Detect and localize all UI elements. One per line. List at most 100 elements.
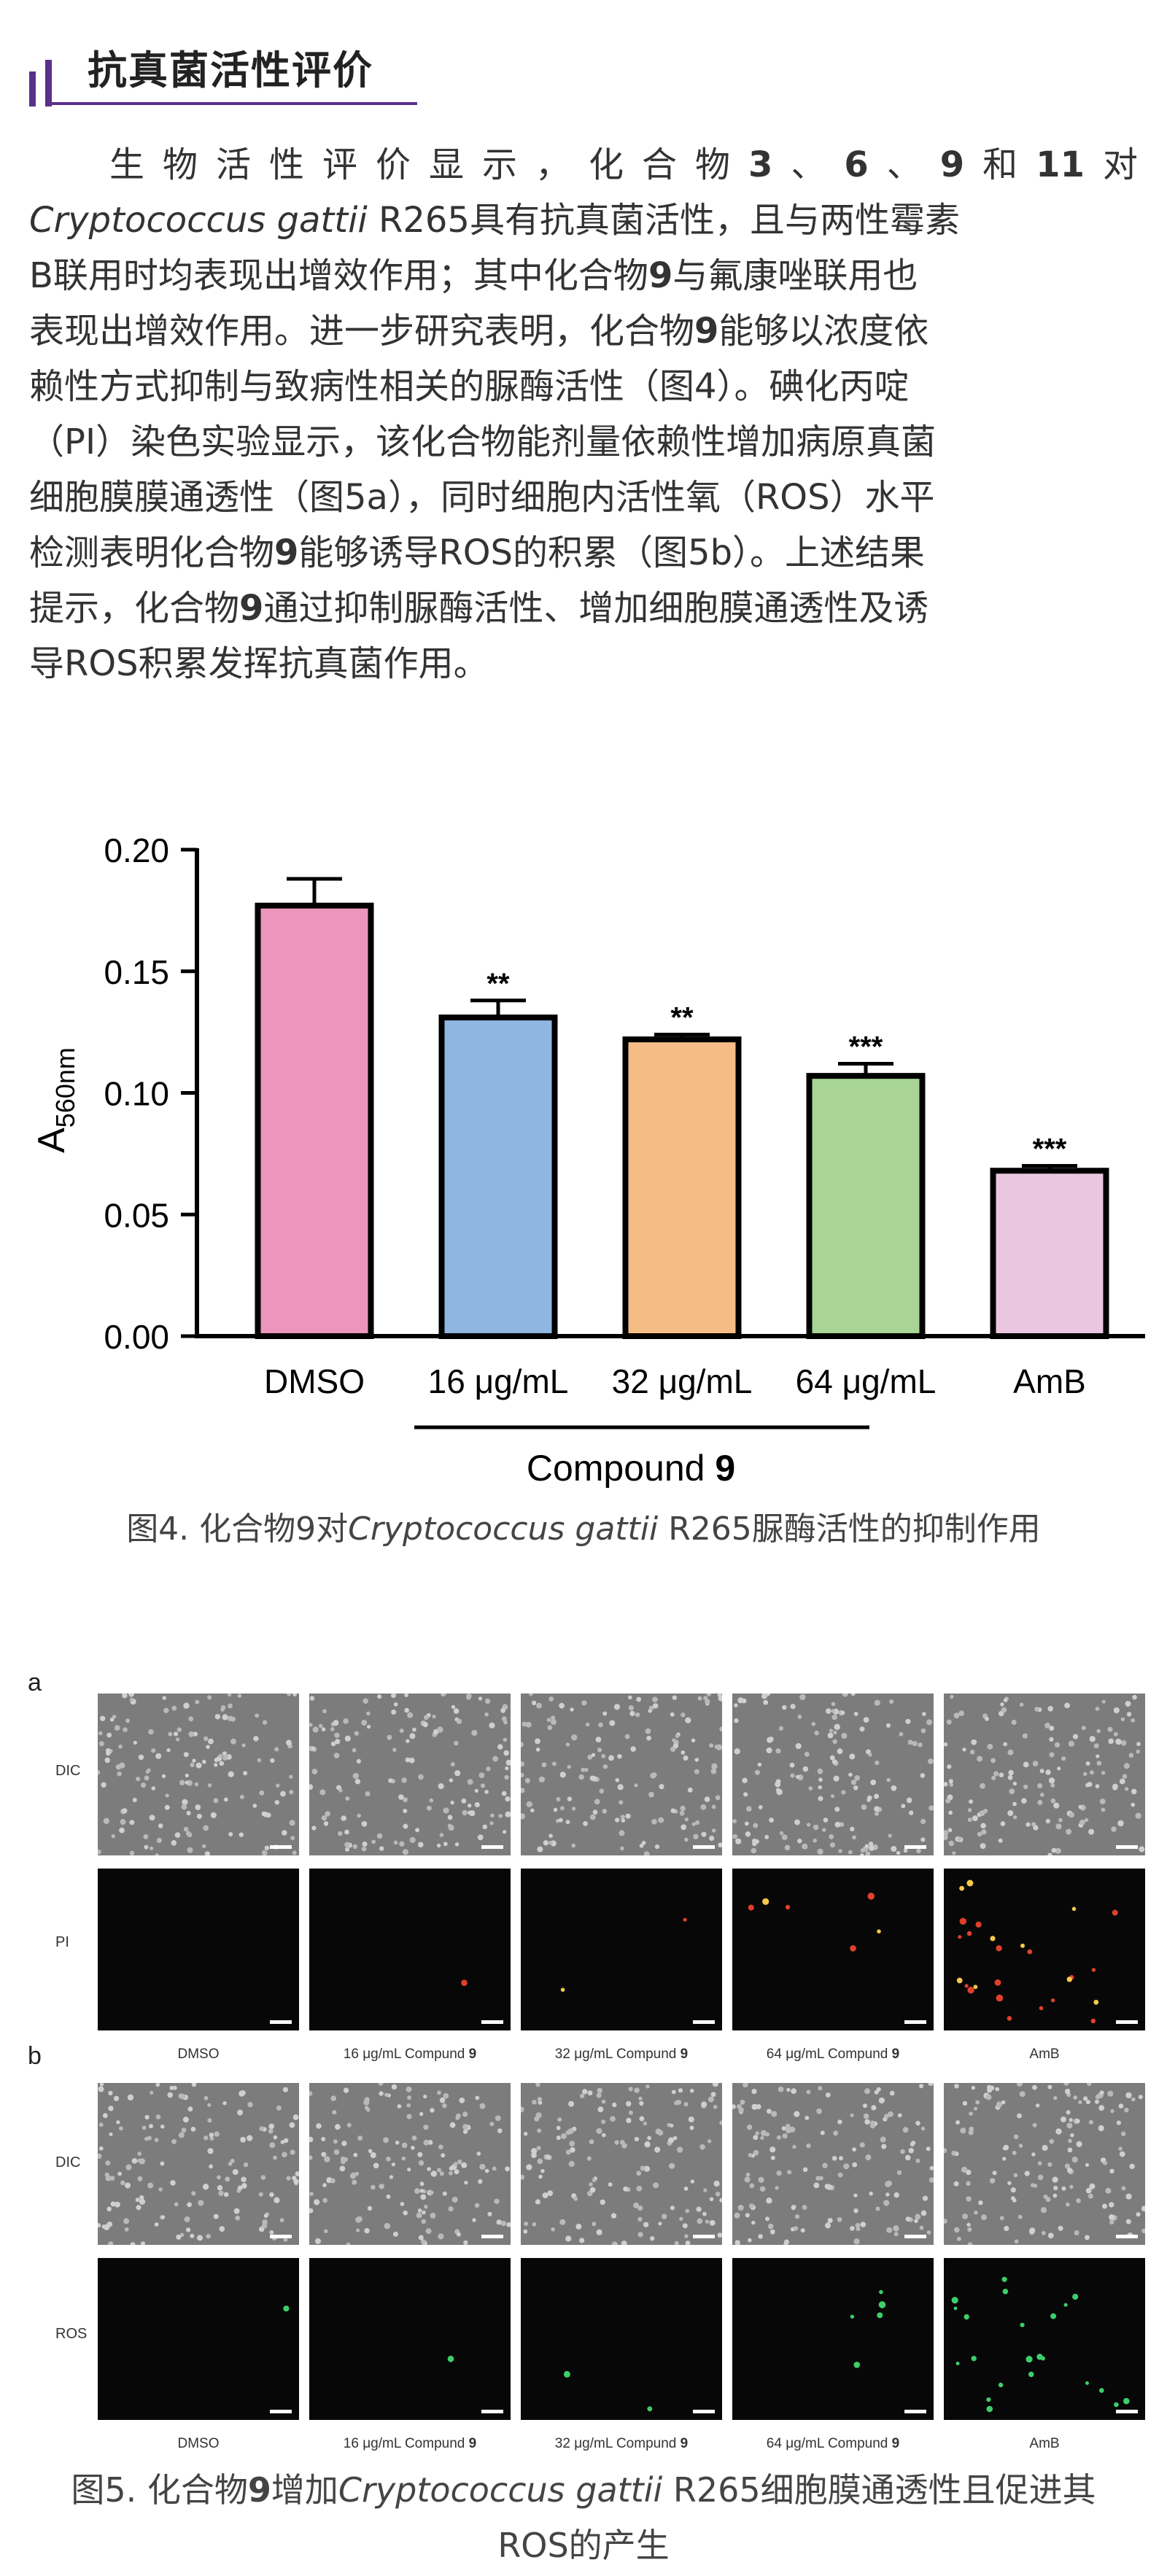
significance-label: ***	[1033, 1133, 1067, 1165]
scale-bar	[481, 1845, 503, 1849]
bar	[622, 1036, 742, 1339]
ros-image	[98, 2258, 299, 2420]
ros-image	[521, 2258, 722, 2420]
column-label-a: 64 μg/mL Compund 9	[766, 2047, 900, 2062]
panel-b-letter: b	[28, 2042, 42, 2070]
bar	[438, 1015, 558, 1339]
chart-labels: 0.00 0.05 0.10 0.15 0.20 A560nm DMSO ** 16 μg/mL…	[31, 831, 1086, 1488]
dic-image-b	[309, 2083, 511, 2245]
figure-5-caption-line-2: ROS的产生	[497, 2526, 670, 2565]
body-line-6: （PI）染色实验显示，该化合物能剂量依赖性增加病原真菌	[29, 422, 937, 462]
scale-bar	[693, 2235, 715, 2238]
significance-label: ***	[849, 1031, 883, 1063]
scale-bar	[904, 2235, 926, 2238]
y-tick-label: 0.05	[104, 1196, 169, 1234]
body-line-3: B联用时均表现出增效作用；其中化合物9与氟康唑联用也	[29, 255, 918, 296]
row-label-dic-a: DIC	[55, 1763, 81, 1779]
scale-bar	[1116, 2020, 1138, 2024]
pi-image	[309, 1869, 511, 2030]
dic-image-a	[309, 1694, 511, 1855]
x-category-label: 32 μg/mL	[612, 1362, 753, 1400]
column-label-b: DMSO	[177, 2436, 220, 2451]
column-label-b: 16 μg/mL Compund 9	[343, 2436, 477, 2451]
scale-bar	[481, 2410, 503, 2413]
body-line-7: 细胞膜膜通透性（图5a），同时细胞内活性氧（ROS）水平	[29, 477, 935, 518]
dic-image-b	[732, 2083, 934, 2245]
scale-bar	[904, 2410, 926, 2413]
dic-image-a	[732, 1694, 934, 1855]
column-label-b: 32 μg/mL Compund 9	[554, 2436, 689, 2451]
figure-4-caption: 图4. 化合物9对Cryptococcus gattii R265脲酶活性的抑制…	[126, 1510, 1041, 1548]
y-tick-label: 0.15	[104, 953, 169, 991]
scale-bar	[270, 2020, 292, 2024]
pi-image	[944, 1869, 1145, 2030]
scale-bar	[481, 2235, 503, 2238]
column-label-a: AmB	[1029, 2047, 1060, 2062]
dic-image-a	[944, 1694, 1145, 1855]
bar	[255, 902, 374, 1339]
ros-image	[944, 2258, 1145, 2420]
x-category-label: 64 μg/mL	[796, 1362, 937, 1400]
column-label-a: 16 μg/mL Compund 9	[343, 2047, 477, 2062]
body-line-9: 提示，化合物9通过抑制脲酶活性、增加细胞膜通透性及诱	[29, 588, 929, 629]
ros-image	[309, 2258, 511, 2420]
dic-image-a	[98, 1694, 299, 1855]
scale-bar	[693, 2410, 715, 2413]
scale-bar	[904, 2020, 926, 2024]
body-line-10: 导ROS积累发挥抗真菌作用。	[29, 643, 489, 684]
pi-image	[521, 1869, 722, 2030]
dic-image-b	[944, 2083, 1145, 2245]
pi-image	[98, 1869, 299, 2030]
bar	[990, 1168, 1109, 1339]
header-accent-bar-tall	[45, 60, 52, 106]
group-label: Compound 9	[527, 1448, 735, 1488]
panel-a-letter: a	[28, 1669, 42, 1696]
body-line-2: Cryptococcus gattii R265具有抗真菌活性，且与两性霉素	[29, 200, 960, 241]
y-axis-label: A560nm	[31, 1047, 80, 1153]
dic-image-b	[521, 2083, 722, 2245]
x-category-label: 16 μg/mL	[428, 1362, 569, 1400]
dic-image-b	[98, 2083, 299, 2245]
header-accent-bar	[29, 71, 36, 106]
chart-bars	[255, 877, 1109, 1339]
row-label-dic-b: DIC	[55, 2154, 81, 2170]
scale-bar	[904, 1845, 926, 1849]
body-line-1: 生物活性评价显示，化合物3、6、9和11对	[109, 144, 1138, 185]
significance-label: **	[486, 968, 510, 1000]
body-line-4: 表现出增效作用。进一步研究表明，化合物9能够以浓度依	[29, 311, 929, 352]
bar	[806, 1073, 926, 1339]
ros-image	[732, 2258, 934, 2420]
column-label-a: 32 μg/mL Compund 9	[554, 2047, 689, 2062]
figure-5-caption-line-1: 图5. 化合物9增加Cryptococcus gattii R265细胞膜通透性…	[71, 2470, 1096, 2510]
x-category-label: DMSO	[264, 1362, 365, 1400]
scale-bar	[693, 1845, 715, 1849]
y-tick-label: 0.20	[104, 831, 169, 869]
column-label-b: 64 μg/mL Compund 9	[766, 2436, 900, 2451]
column-label-a: DMSO	[177, 2047, 220, 2062]
column-label-b: AmB	[1029, 2436, 1060, 2451]
species-name: Cryptococcus gattii	[29, 200, 368, 241]
row-label-pi: PI	[55, 1934, 69, 1950]
scale-bar	[270, 1845, 292, 1849]
pi-image	[732, 1869, 934, 2030]
figure-5-caption: 图5. 化合物9增加Cryptococcus gattii R265细胞膜通透性…	[0, 2462, 1167, 2573]
scale-bar	[270, 2235, 292, 2238]
section-title: 抗真菌活性评价	[88, 47, 373, 93]
scale-bar	[693, 2020, 715, 2024]
y-tick-label: 0.10	[104, 1075, 169, 1113]
y-tick-label: 0.00	[104, 1318, 169, 1356]
body-paragraph: 生物活性评价显示，化合物3、6、9和11对 Cryptococcus gatti…	[29, 137, 1138, 691]
scale-bar	[481, 2020, 503, 2024]
dic-image-a	[521, 1694, 722, 1855]
scale-bar	[1116, 1845, 1138, 1849]
x-category-label: AmB	[1013, 1362, 1086, 1400]
header-underline	[45, 102, 417, 105]
body-line-5: 赖性方式抑制与致病性相关的脲酶活性（图4）。碘化丙啶	[29, 366, 910, 407]
urease-activity-bar-chart: 0.00 0.05 0.10 0.15 0.20 A560nm DMSO ** 16 μg/mL…	[31, 831, 1145, 1488]
scale-bar	[270, 2410, 292, 2413]
scale-bar	[1116, 2410, 1138, 2413]
body-line-8: 检测表明化合物9能够诱导ROS的积累（图5b）。上述结果	[29, 532, 926, 573]
significance-label: **	[670, 1001, 694, 1033]
row-label-ros: ROS	[55, 2326, 88, 2342]
scale-bar	[1116, 2235, 1138, 2238]
